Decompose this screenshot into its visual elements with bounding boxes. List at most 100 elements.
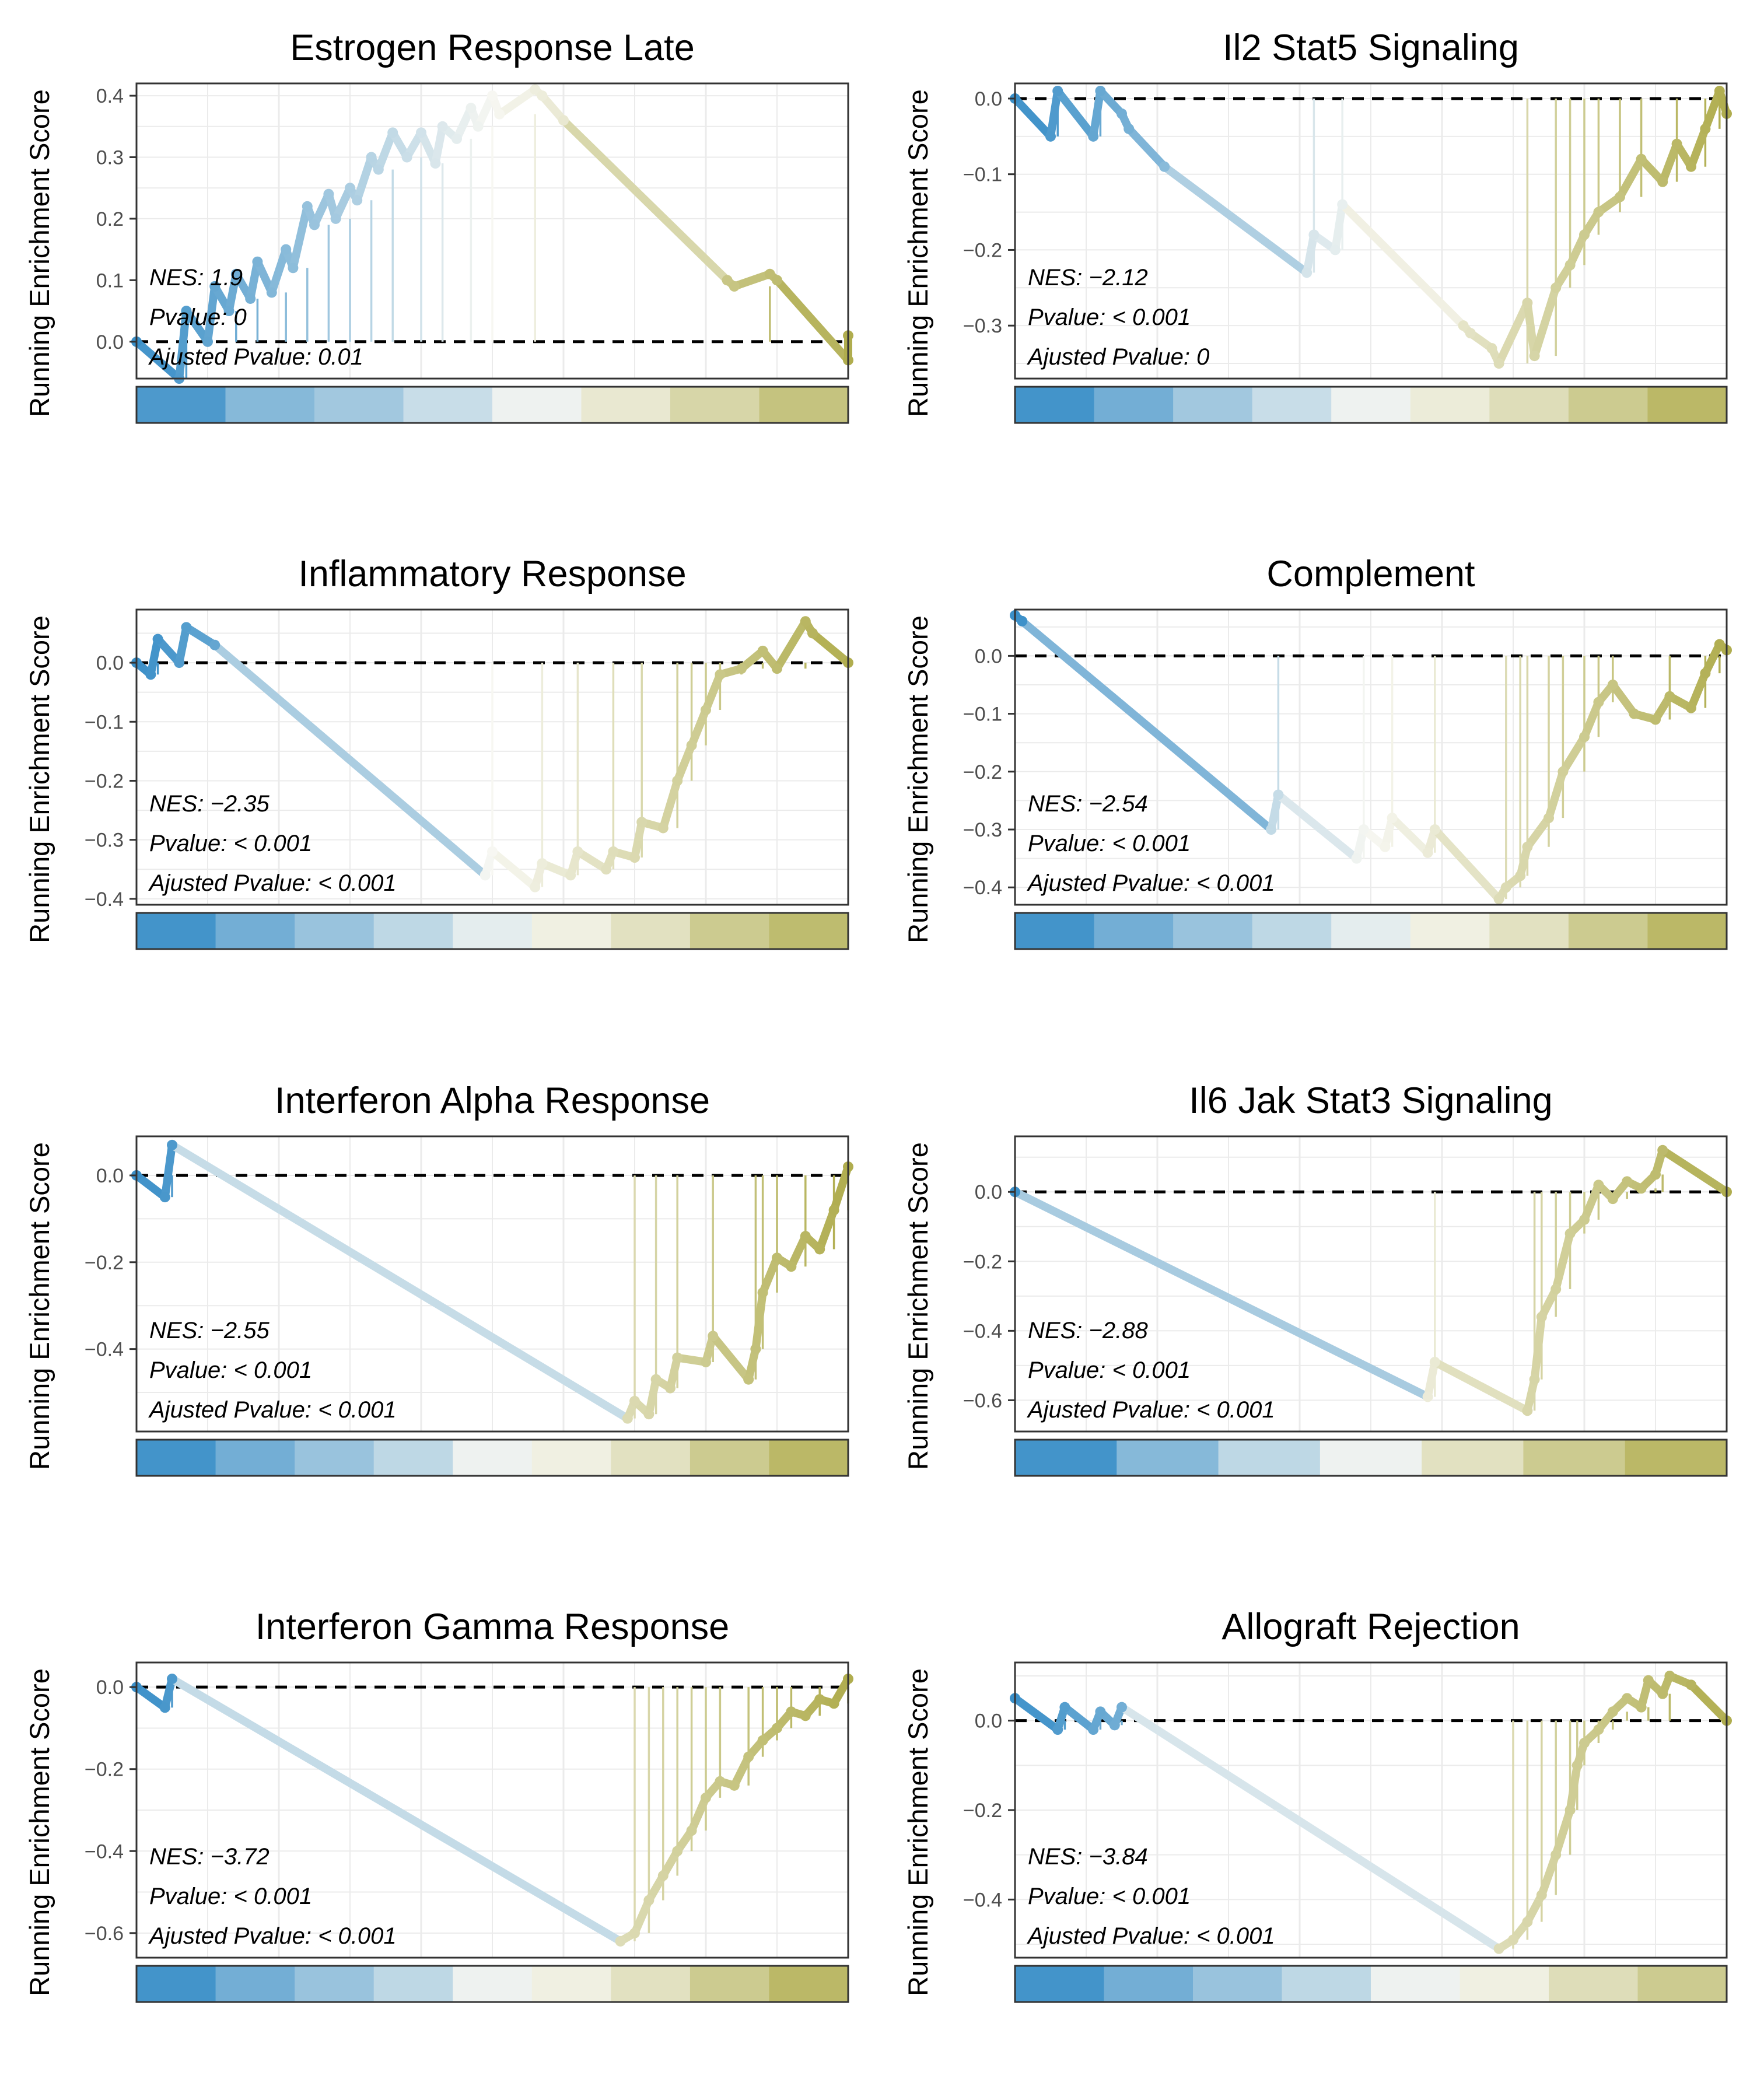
data-point: [807, 628, 818, 639]
heatmap-cell: [314, 387, 404, 423]
nes-label: NES: −2.54: [1028, 791, 1148, 817]
gsea-panel: 0.0 −0.2 −0.4 Running Enrichment Score Inter…: [24, 1080, 853, 1477]
data-point: [209, 639, 220, 650]
curve-segment: [132, 337, 184, 383]
data-point: [636, 817, 648, 828]
heatmap-cell: [769, 913, 849, 949]
y-axis-label: Running Enrichment Score: [902, 1142, 933, 1470]
panel-title: Inflammatory Response: [298, 554, 686, 594]
running-score-curve: [131, 1674, 853, 1947]
data-point: [209, 281, 220, 292]
curve-segment: [1118, 1703, 1503, 1953]
curve-segment: [1566, 1761, 1581, 1814]
heatmap-frame: [135, 1965, 849, 2003]
data-point: [800, 1710, 811, 1721]
curve-segment: [1687, 124, 1710, 171]
data-point: [772, 663, 782, 674]
curve-segment: [538, 92, 568, 125]
data-point: [814, 1694, 825, 1705]
stats-annotation: NES: −2.12 Pvalue: < 0.001 Ajusted Pvalue:…: [1027, 265, 1209, 370]
curve-segment: [631, 818, 646, 862]
data-point: [722, 275, 733, 286]
data-point: [729, 1780, 740, 1791]
heatmap-cell: [1252, 913, 1332, 949]
curve-segment: [1423, 1357, 1439, 1401]
curve-segment: [1701, 640, 1724, 678]
data-point: [1615, 191, 1625, 202]
heatmap-cell: [611, 1440, 691, 1476]
data-point: [601, 864, 612, 875]
data-point: [1629, 708, 1640, 719]
data-point: [772, 275, 782, 286]
heatmap-cell: [1094, 387, 1174, 423]
plot-frame: [135, 1661, 849, 1959]
data-point: [1536, 1311, 1547, 1322]
pvalue-label: Pvalue: < 0.001: [1028, 1357, 1191, 1383]
data-point: [1088, 131, 1099, 142]
y-tick-label: −0.3: [85, 830, 124, 852]
curve-segment: [182, 623, 219, 649]
y-tick-label: −0.2: [963, 239, 1002, 261]
data-point: [494, 108, 505, 120]
curve-segment: [816, 1206, 838, 1254]
curve-segment: [495, 85, 540, 118]
heatmap-cell: [373, 913, 454, 949]
curve-segment: [289, 202, 312, 272]
data-point: [1714, 639, 1725, 650]
data-point: [373, 164, 384, 175]
data-point: [159, 1702, 170, 1713]
curve-segment: [488, 847, 540, 891]
y-axis-ticks: 0.0 −0.1 −0.2 −0.3 −0.4: [963, 645, 1015, 899]
heatmap-cell: [453, 1966, 533, 2002]
heatmap-cell: [1568, 913, 1648, 949]
gsea-panel: 0.0 −0.1 −0.2 −0.3 −0.4 Running Enrichment Sc…: [902, 554, 1732, 950]
data-point: [629, 1927, 640, 1938]
y-tick-label: 0.0: [975, 645, 1002, 667]
data-point: [1273, 789, 1284, 800]
heatmap-cell: [690, 913, 770, 949]
curve-segment: [1011, 1188, 1432, 1401]
curve-segment: [1580, 698, 1603, 741]
data-point: [416, 127, 426, 138]
data-point: [1458, 320, 1469, 331]
gene-hits: [185, 114, 849, 379]
y-tick-label: −0.2: [963, 1800, 1002, 1822]
heatmap-cell: [1637, 1966, 1727, 2002]
data-point: [1052, 85, 1063, 96]
data-point: [1657, 1144, 1668, 1156]
curve-segment: [730, 270, 774, 290]
data-point: [1529, 1374, 1540, 1385]
data-point: [757, 1735, 768, 1746]
curve-segment: [1658, 139, 1681, 186]
heatmap-cell: [136, 913, 216, 949]
data-point: [223, 306, 235, 317]
data-point: [1493, 358, 1504, 369]
curve-segment: [225, 270, 240, 316]
rank-heatmap: [135, 386, 849, 424]
data-point: [145, 669, 156, 680]
curve-segment: [1687, 1681, 1731, 1725]
curve-segment: [1523, 814, 1553, 851]
panel-title: Estrogen Response Late: [290, 27, 694, 68]
y-axis-label: Running Enrichment Score: [24, 89, 55, 417]
stats-annotation: NES: −2.54 Pvalue: < 0.001 Ajusted Pvalue:…: [1027, 791, 1275, 896]
curve-segment: [1388, 814, 1432, 857]
data-point: [1664, 1671, 1675, 1681]
curve-segment: [830, 1163, 852, 1214]
curve-segment: [374, 128, 397, 174]
y-tick-label: −0.2: [963, 761, 1002, 783]
data-point: [1387, 813, 1398, 824]
heatmap-cell: [611, 1966, 691, 2002]
heatmap-cell: [295, 1966, 374, 2002]
data-point: [757, 1287, 768, 1298]
pvalue-label: Pvalue: < 0.001: [1028, 304, 1191, 330]
data-point: [1622, 1693, 1633, 1704]
data-point: [1636, 153, 1647, 164]
data-point: [800, 616, 811, 627]
data-point: [1686, 161, 1696, 172]
rank-heatmap: [135, 1438, 849, 1477]
data-point: [1564, 260, 1576, 271]
y-axis-ticks: 0.0 −0.2 −0.4: [963, 1710, 1015, 1911]
data-point: [181, 622, 192, 633]
curve-segment: [773, 617, 810, 673]
